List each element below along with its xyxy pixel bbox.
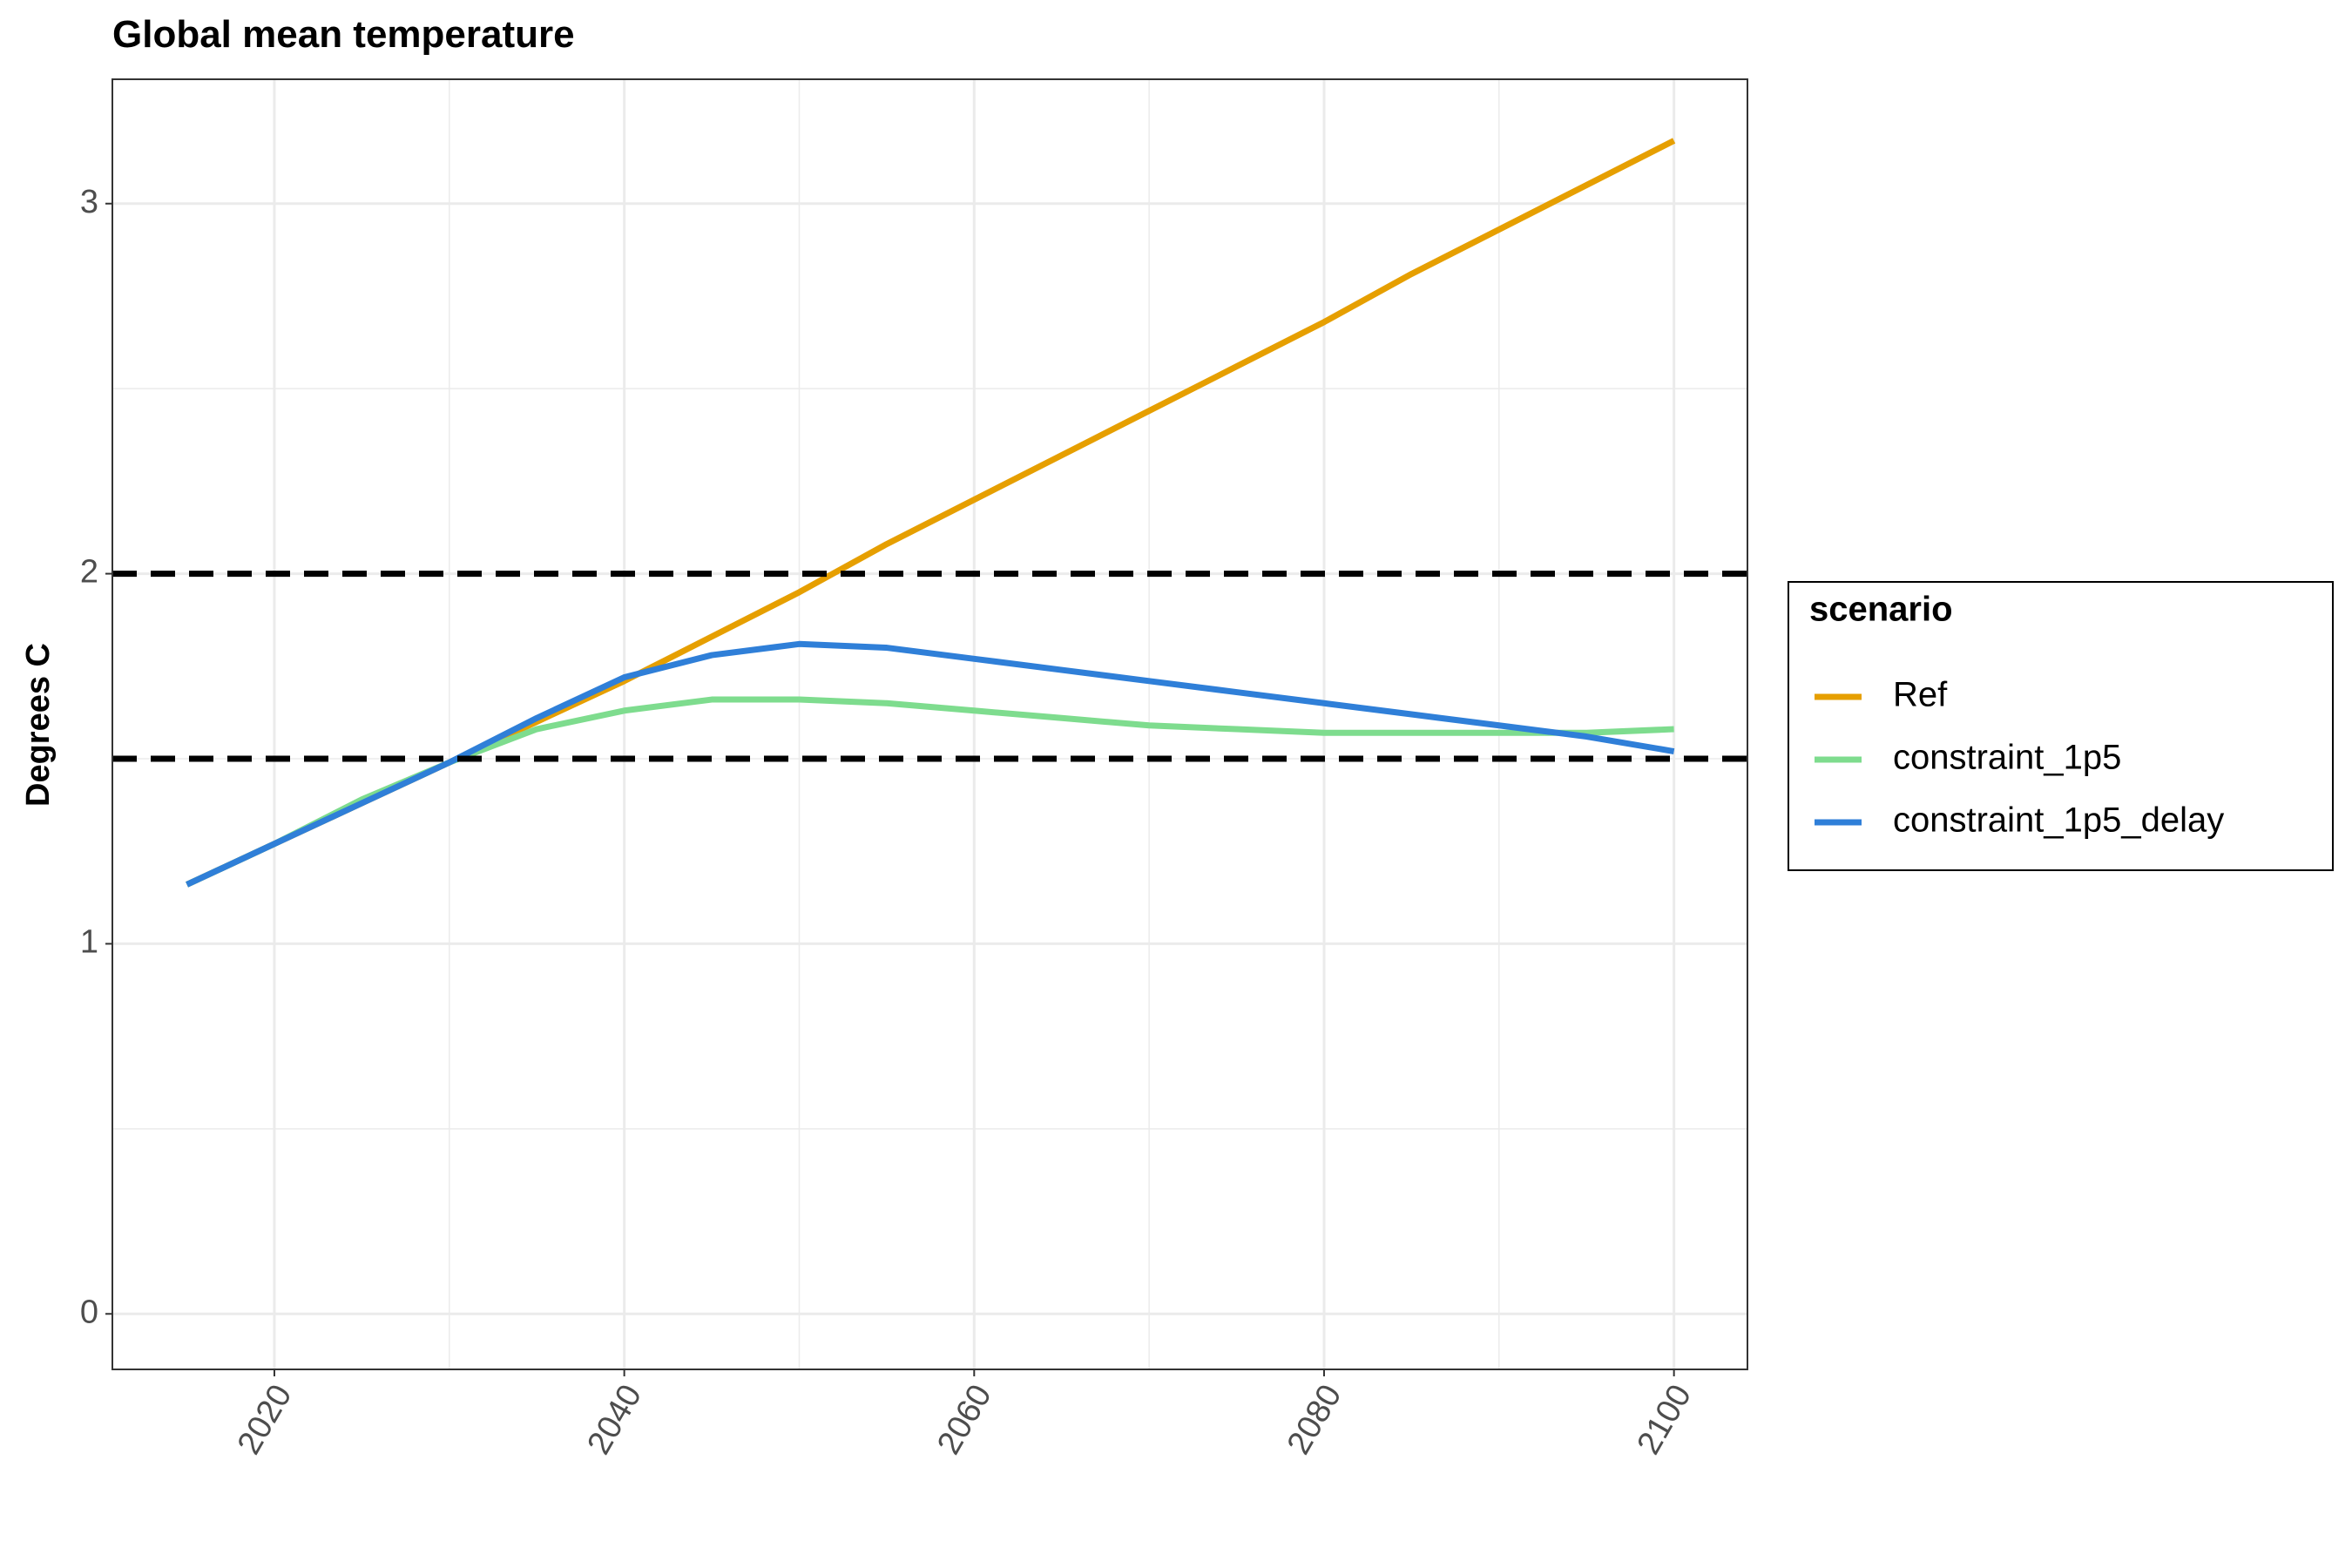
- legend-box: [1788, 581, 2334, 871]
- x-tick-label: 2020: [231, 1379, 300, 1461]
- legend-label: Ref: [1893, 676, 1948, 714]
- y-tick-label: 3: [80, 184, 98, 220]
- chart-title: Global mean temperature: [112, 13, 575, 56]
- x-tick-label: 2040: [580, 1379, 649, 1461]
- y-tick-label: 2: [80, 554, 98, 591]
- series-line: [186, 138, 1676, 888]
- series-line: [186, 696, 1674, 888]
- y-axis-label: Degrees C: [20, 643, 57, 807]
- series-line: [186, 640, 1675, 888]
- y-tick-label: 1: [80, 923, 98, 960]
- y-tick-label: 0: [80, 1294, 98, 1330]
- x-tick-label: 2100: [1630, 1379, 1699, 1461]
- legend-title: scenario: [1809, 591, 1953, 629]
- plot-border: [112, 78, 1748, 1370]
- x-tick-label: 2060: [930, 1379, 999, 1461]
- legend-label: constraint_1p5: [1893, 739, 2121, 777]
- legend-label: constraint_1p5_delay: [1893, 801, 2224, 840]
- x-tick-label: 2080: [1281, 1379, 1349, 1461]
